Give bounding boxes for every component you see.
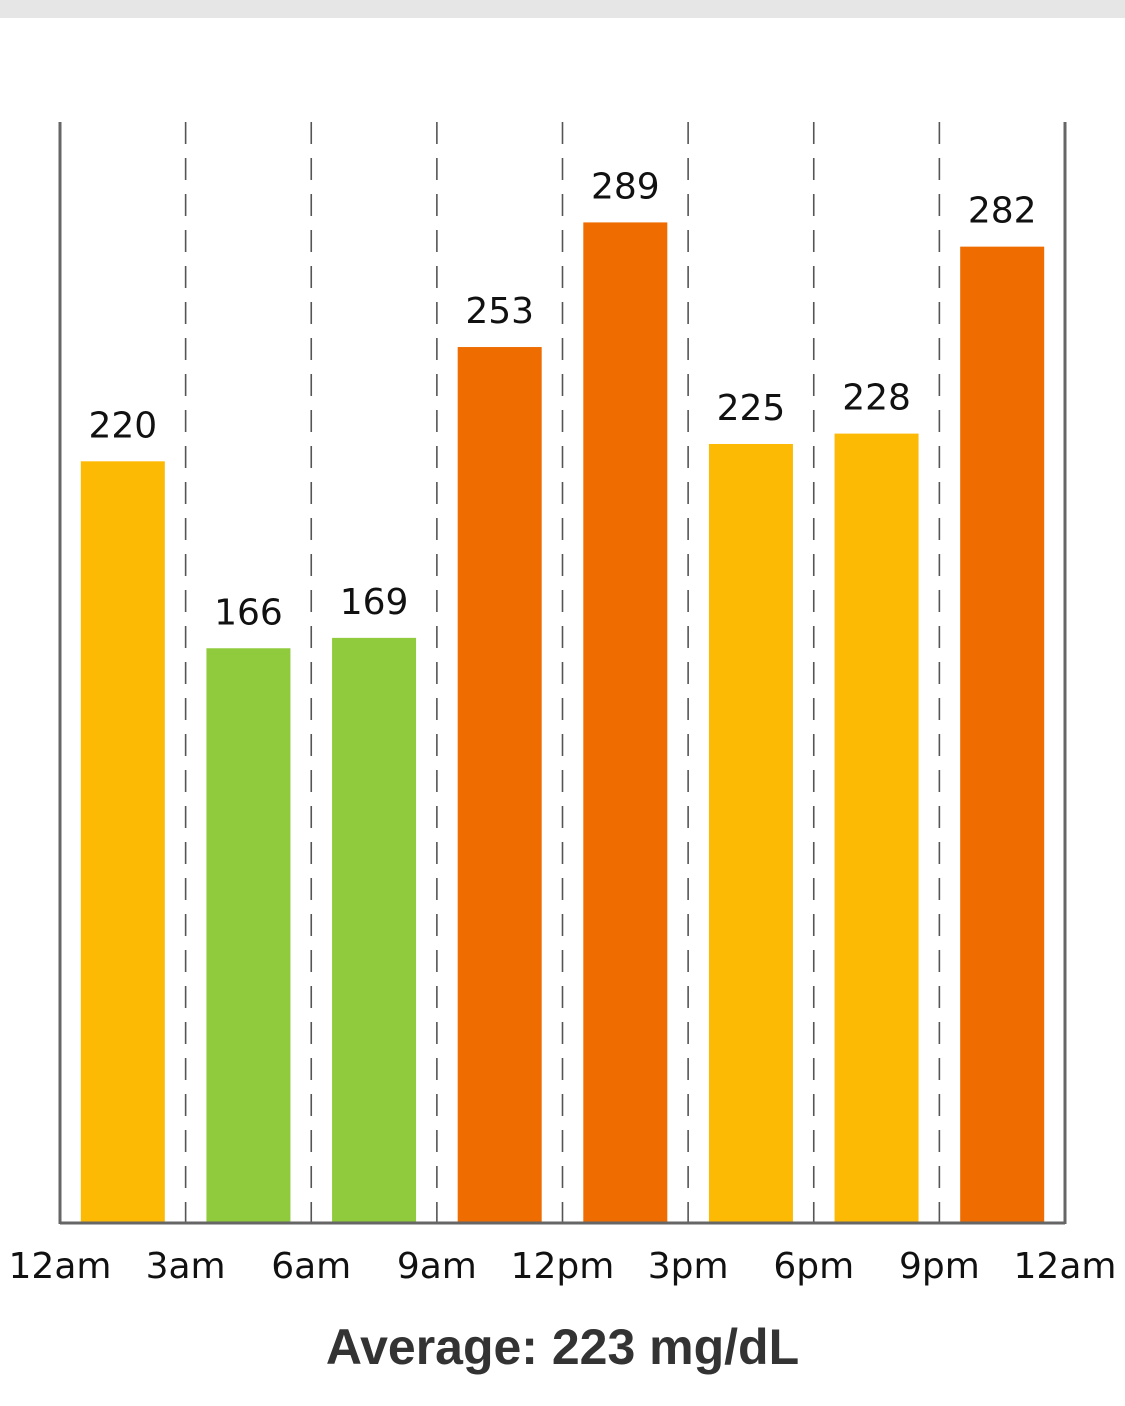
bar — [206, 648, 291, 1223]
data-label: 253 — [465, 291, 534, 332]
x-tick-label: 9am — [397, 1246, 477, 1287]
x-tick-label: 12am — [1014, 1246, 1117, 1287]
x-tick-label: 3am — [146, 1246, 226, 1287]
x-tick-label: 6am — [271, 1246, 351, 1287]
data-label: 169 — [340, 582, 409, 623]
x-tick-label: 12pm — [511, 1246, 615, 1287]
bar — [834, 433, 919, 1223]
x-tick-label: 12am — [9, 1246, 112, 1287]
data-label: 225 — [717, 388, 786, 429]
data-label: 228 — [842, 378, 911, 419]
x-tick-labels: 12am 3am 6am 9am 12pm 3pm 6pm 9pm 12am — [9, 1246, 1117, 1287]
grid-lines — [184, 122, 941, 1223]
data-label: 282 — [968, 191, 1037, 232]
data-label: 289 — [591, 166, 660, 207]
bar — [960, 246, 1045, 1224]
top-strip — [0, 0, 1125, 18]
data-label: 220 — [88, 405, 157, 446]
data-label: 166 — [214, 592, 283, 633]
x-tick-label: 3pm — [648, 1246, 729, 1287]
bar — [457, 347, 542, 1223]
axes — [58, 122, 1067, 1225]
x-tick-label: 9pm — [899, 1246, 980, 1287]
bar — [583, 222, 668, 1224]
bar — [708, 443, 793, 1223]
bar — [332, 637, 417, 1223]
bars — [80, 222, 1045, 1224]
x-tick-label: 6pm — [773, 1246, 854, 1287]
data-labels: 220 166 169 253 289 225 228 282 — [88, 166, 1036, 633]
average-summary: Average: 223 mg/dL — [325, 1319, 800, 1375]
bar — [80, 461, 165, 1223]
